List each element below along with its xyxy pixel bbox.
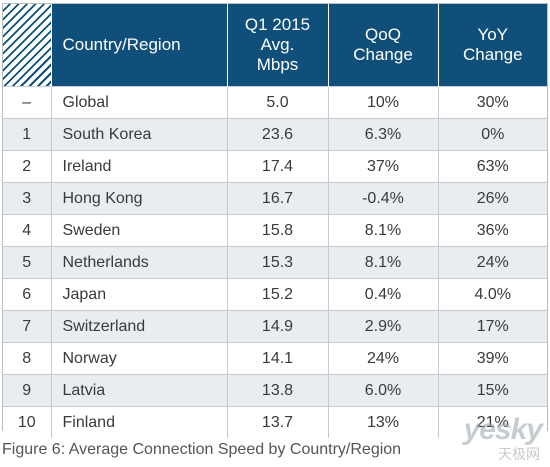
header-rank-hatch (3, 4, 52, 87)
yoy-cell: 0% (438, 118, 547, 151)
rank-cell: 10 (3, 406, 52, 438)
figure-caption: Figure 6: Average Connection Speed by Co… (2, 441, 402, 458)
header-country: Country/Region (51, 4, 228, 87)
header-yoy-line-1: YoY (477, 25, 509, 44)
header-speed-line-3: Mbps (256, 55, 299, 74)
header-speed-line-2: Avg. (260, 35, 295, 54)
header-yoy: YoY Change (438, 4, 547, 87)
qoq-cell: 8.1% (328, 214, 439, 247)
table-row: 10 Finland 13.7 13% 21% (3, 406, 547, 438)
header-qoq: QoQ Change (328, 4, 439, 87)
table-row: – Global 5.0 10% 30% (3, 86, 547, 119)
rank-cell: 5 (3, 246, 52, 279)
table-row: 1 South Korea 23.6 6.3% 0% (3, 118, 547, 151)
yoy-cell: 63% (438, 150, 547, 183)
rank-cell: 8 (3, 342, 52, 375)
qoq-cell: 24% (328, 342, 439, 375)
table-row: 5 Netherlands 15.3 8.1% 24% (3, 246, 547, 279)
yoy-cell: 30% (438, 86, 547, 119)
speed-cell: 15.2 (227, 278, 329, 311)
yoy-cell: 15% (438, 374, 547, 407)
country-cell: Netherlands (51, 246, 228, 279)
qoq-cell: 37% (328, 150, 439, 183)
qoq-cell: 0.4% (328, 278, 439, 311)
header-speed: Q1 2015 Avg. Mbps (227, 4, 329, 87)
header-speed-line-1: Q1 2015 (244, 15, 311, 34)
speed-cell: 13.8 (227, 374, 329, 407)
rank-cell: 2 (3, 150, 52, 183)
rank-cell: 9 (3, 374, 52, 407)
table-row: 3 Hong Kong 16.7 -0.4% 26% (3, 182, 547, 215)
qoq-cell: 8.1% (328, 246, 439, 279)
yoy-cell: 39% (438, 342, 547, 375)
country-cell: Finland (51, 406, 228, 438)
watermark-text: yesky (463, 413, 543, 446)
country-cell: Hong Kong (51, 182, 228, 215)
speed-cell: 16.7 (227, 182, 329, 215)
speed-cell: 14.9 (227, 310, 329, 343)
speed-cell: 17.4 (227, 150, 329, 183)
header-qoq-line-1: QoQ (365, 25, 401, 44)
country-cell: South Korea (51, 118, 228, 151)
rank-cell: 3 (3, 182, 52, 215)
speed-cell: 5.0 (227, 86, 329, 119)
header-row: Country/Region Q1 2015 Avg. Mbps QoQ Cha… (3, 4, 547, 87)
table-row: 2 Ireland 17.4 37% 63% (3, 150, 547, 183)
country-cell: Global (51, 86, 228, 119)
table-row: 7 Switzerland 14.9 2.9% 17% (3, 310, 547, 343)
qoq-cell: 6.3% (328, 118, 439, 151)
watermark-logo: yesky 天极网 (434, 413, 544, 462)
header-qoq-line-2: Change (353, 45, 413, 64)
country-cell: Japan (51, 278, 228, 311)
header-yoy-line-2: Change (462, 45, 523, 64)
rank-cell: 6 (3, 278, 52, 311)
qoq-cell: 6.0% (328, 374, 439, 407)
speed-cell: 13.7 (227, 406, 329, 438)
table-body: – Global 5.0 10% 30% 1 South Korea 23.6 … (3, 86, 547, 438)
rank-cell: 1 (3, 118, 52, 151)
country-cell: Norway (51, 342, 228, 375)
qoq-cell: 13% (328, 406, 439, 438)
country-cell: Ireland (51, 150, 228, 183)
yoy-cell: 24% (438, 246, 547, 279)
rank-cell: 4 (3, 214, 52, 247)
speed-cell: 23.6 (227, 118, 329, 151)
yoy-cell: 26% (438, 182, 547, 215)
yoy-cell: 4.0% (438, 278, 547, 311)
speed-cell: 15.8 (227, 214, 329, 247)
speed-cell: 14.1 (227, 342, 329, 375)
yoy-cell: 36% (438, 214, 547, 247)
table-row: 4 Sweden 15.8 8.1% 36% (3, 214, 547, 247)
rank-cell: – (3, 86, 52, 119)
data-table: Country/Region Q1 2015 Avg. Mbps QoQ Cha… (3, 4, 547, 438)
qoq-cell: 10% (328, 86, 439, 119)
country-cell: Latvia (51, 374, 228, 407)
yoy-cell: 17% (438, 310, 547, 343)
yoy-cell: 21% (438, 406, 547, 438)
speed-cell: 15.3 (227, 246, 329, 279)
qoq-cell: 2.9% (328, 310, 439, 343)
table-row: 6 Japan 15.2 0.4% 4.0% (3, 278, 547, 311)
connection-speed-table: Country/Region Q1 2015 Avg. Mbps QoQ Cha… (2, 3, 548, 438)
table-row: 9 Latvia 13.8 6.0% 15% (3, 374, 547, 407)
rank-cell: 7 (3, 310, 52, 343)
country-cell: Sweden (51, 214, 228, 247)
country-cell: Switzerland (51, 310, 228, 343)
watermark-subtext: 天极网 (498, 446, 540, 462)
qoq-cell: -0.4% (328, 182, 439, 215)
table-row: 8 Norway 14.1 24% 39% (3, 342, 547, 375)
